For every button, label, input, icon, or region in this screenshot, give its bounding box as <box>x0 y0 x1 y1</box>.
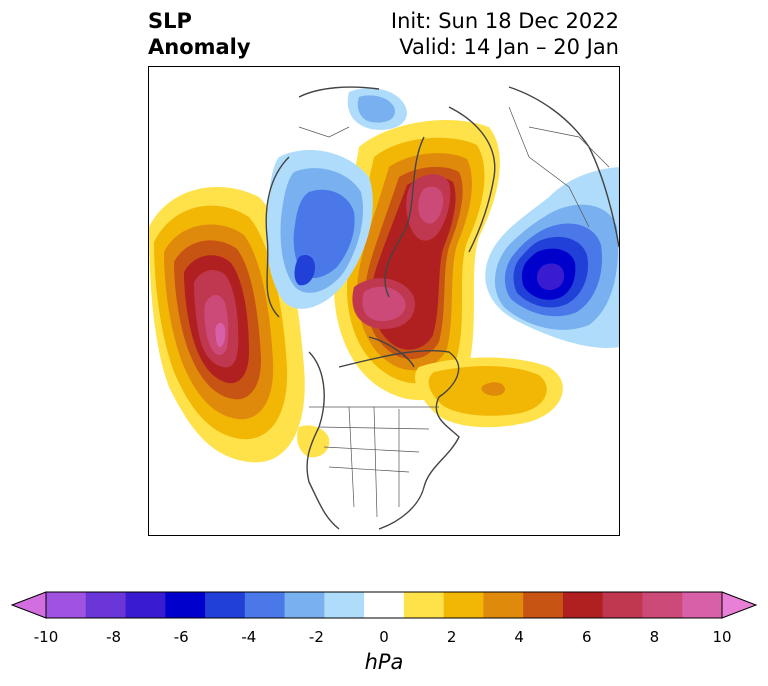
title-line-2: Anomaly <box>148 35 251 59</box>
colorbar-swatch <box>284 592 325 618</box>
colorbar-min-arrow <box>10 591 47 619</box>
init-date: Init: Sun 18 Dec 2022 <box>390 9 619 33</box>
colorbar-swatch <box>642 592 683 618</box>
slp-anomaly-map <box>148 66 620 536</box>
colorbar-tick-label: 6 <box>582 628 592 646</box>
valid-range: Valid: 14 Jan – 20 Jan <box>399 35 619 59</box>
colorbar-swatches <box>10 591 758 619</box>
colorbar-swatch <box>244 592 286 618</box>
pacific-high-anomaly <box>149 187 305 463</box>
colorbar-tick-label: 2 <box>446 628 457 646</box>
colorbar-tick-label: -10 <box>33 628 59 646</box>
colorbar-swatch <box>682 592 723 618</box>
colorbar-swatch <box>205 592 246 618</box>
colorbar-tick-label: 10 <box>712 628 732 646</box>
colorbar-tick-label: 0 <box>379 628 389 646</box>
map-canvas <box>149 86 619 530</box>
atlantic-high-anomaly <box>414 357 563 428</box>
borders <box>298 106 610 518</box>
colorbar-swatch <box>523 592 564 618</box>
units-label: hPa <box>364 650 404 674</box>
colorbar-swatch <box>324 592 365 618</box>
title-line-1: SLP <box>148 9 192 33</box>
siberian-low-anomaly <box>485 167 619 348</box>
colorbar-swatch <box>165 592 206 618</box>
europe-low-anomaly <box>266 88 407 309</box>
colorbar-swatch <box>483 592 524 618</box>
colorbar-swatch <box>562 592 604 618</box>
colorbar-max-arrow <box>721 591 758 619</box>
colorbar-frame <box>45 591 723 619</box>
colorbar-swatch <box>443 592 484 618</box>
colorbar-swatch <box>602 592 643 618</box>
colorbar-tick-label: -6 <box>173 628 189 646</box>
colorbar-swatch <box>125 592 166 618</box>
map-title: SLP Anomaly <box>148 8 251 60</box>
colorbar-tick-label: -8 <box>106 628 122 646</box>
colorbar-tick-label: 4 <box>514 628 524 646</box>
colorbar <box>10 590 758 620</box>
colorbar-tick-label: -2 <box>308 628 324 646</box>
colorbar-swatch <box>46 592 87 618</box>
colorbar-tick-label: 8 <box>649 628 660 646</box>
colorbar-swatch <box>85 592 127 618</box>
forecast-info: Init: Sun 18 Dec 2022 Valid: 14 Jan – 20… <box>391 8 619 60</box>
colorbar-swatch <box>364 592 405 618</box>
coastlines <box>265 86 619 530</box>
arctic-high-anomaly <box>334 119 500 401</box>
colorbar-tick-label: -4 <box>241 628 257 646</box>
colorbar-swatch <box>403 592 445 618</box>
